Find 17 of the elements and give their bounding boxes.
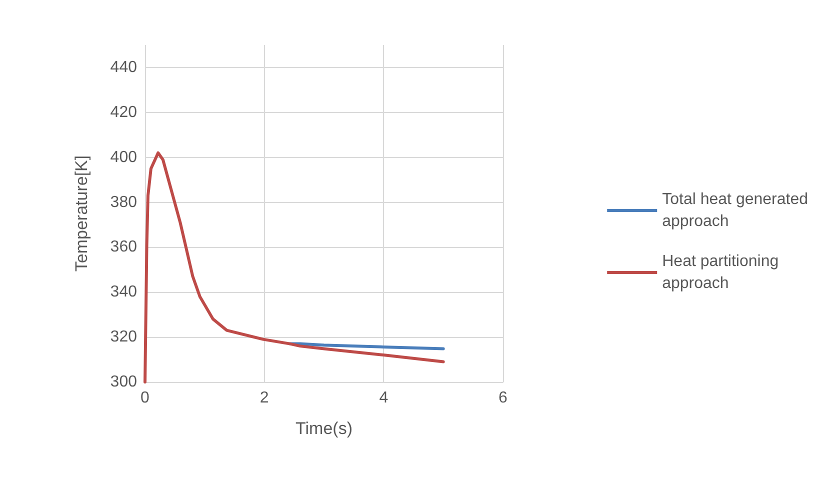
legend-label: Total heat generated approach [662,191,808,230]
y-tick-label: 300 [110,374,138,390]
x-tick-label: 0 [140,390,150,406]
y-tick-label: 340 [110,284,138,301]
line-series [144,151,445,384]
y-tick-label: 400 [110,148,138,166]
legend-label: Heat partitioning approach [662,253,779,292]
x-tick-label: 6 [498,390,508,406]
x-tick-label: 2 [260,390,269,406]
x-tick-label: 4 [379,390,388,406]
y-tick-label: 420 [110,104,138,121]
y-axis-title: Temperature[K] [72,155,91,272]
y-tick-label: 440 [110,58,138,76]
x-axis-title: Time(s) [296,419,352,438]
y-tick-label: 360 [110,238,138,256]
y-tick-label: 380 [110,194,138,211]
y-tick-label: 320 [110,328,138,346]
